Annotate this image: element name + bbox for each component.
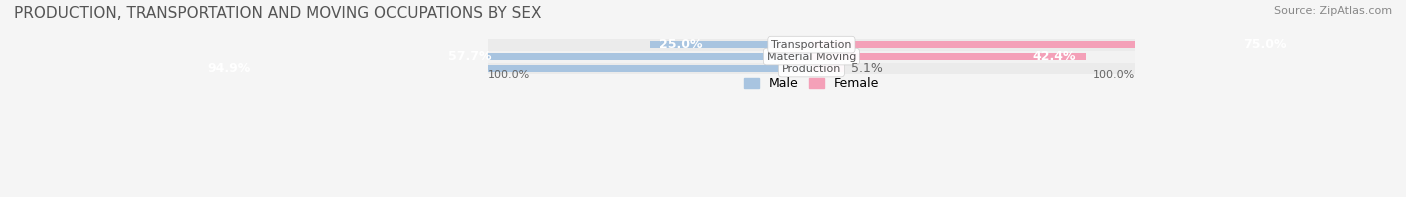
Bar xyxy=(811,53,1085,60)
Text: 42.4%: 42.4% xyxy=(1032,50,1076,63)
Bar xyxy=(488,51,1135,62)
Text: 57.7%: 57.7% xyxy=(447,50,491,63)
Text: 75.0%: 75.0% xyxy=(1243,38,1286,51)
Text: 5.1%: 5.1% xyxy=(851,62,883,75)
Text: PRODUCTION, TRANSPORTATION AND MOVING OCCUPATIONS BY SEX: PRODUCTION, TRANSPORTATION AND MOVING OC… xyxy=(14,6,541,21)
Bar xyxy=(811,65,845,72)
Bar xyxy=(811,41,1296,48)
Bar xyxy=(488,62,1135,74)
Text: 94.9%: 94.9% xyxy=(207,62,250,75)
Text: Transportation: Transportation xyxy=(770,40,852,50)
Text: Source: ZipAtlas.com: Source: ZipAtlas.com xyxy=(1274,6,1392,16)
Text: 25.0%: 25.0% xyxy=(659,38,703,51)
Bar xyxy=(439,53,811,60)
Text: 100.0%: 100.0% xyxy=(1092,70,1135,80)
Bar xyxy=(650,41,811,48)
Legend: Male, Female: Male, Female xyxy=(740,72,884,95)
Bar xyxy=(197,65,811,72)
Bar xyxy=(488,39,1135,51)
Text: Production: Production xyxy=(782,63,841,73)
Text: 100.0%: 100.0% xyxy=(488,70,530,80)
Text: Material Moving: Material Moving xyxy=(766,52,856,61)
